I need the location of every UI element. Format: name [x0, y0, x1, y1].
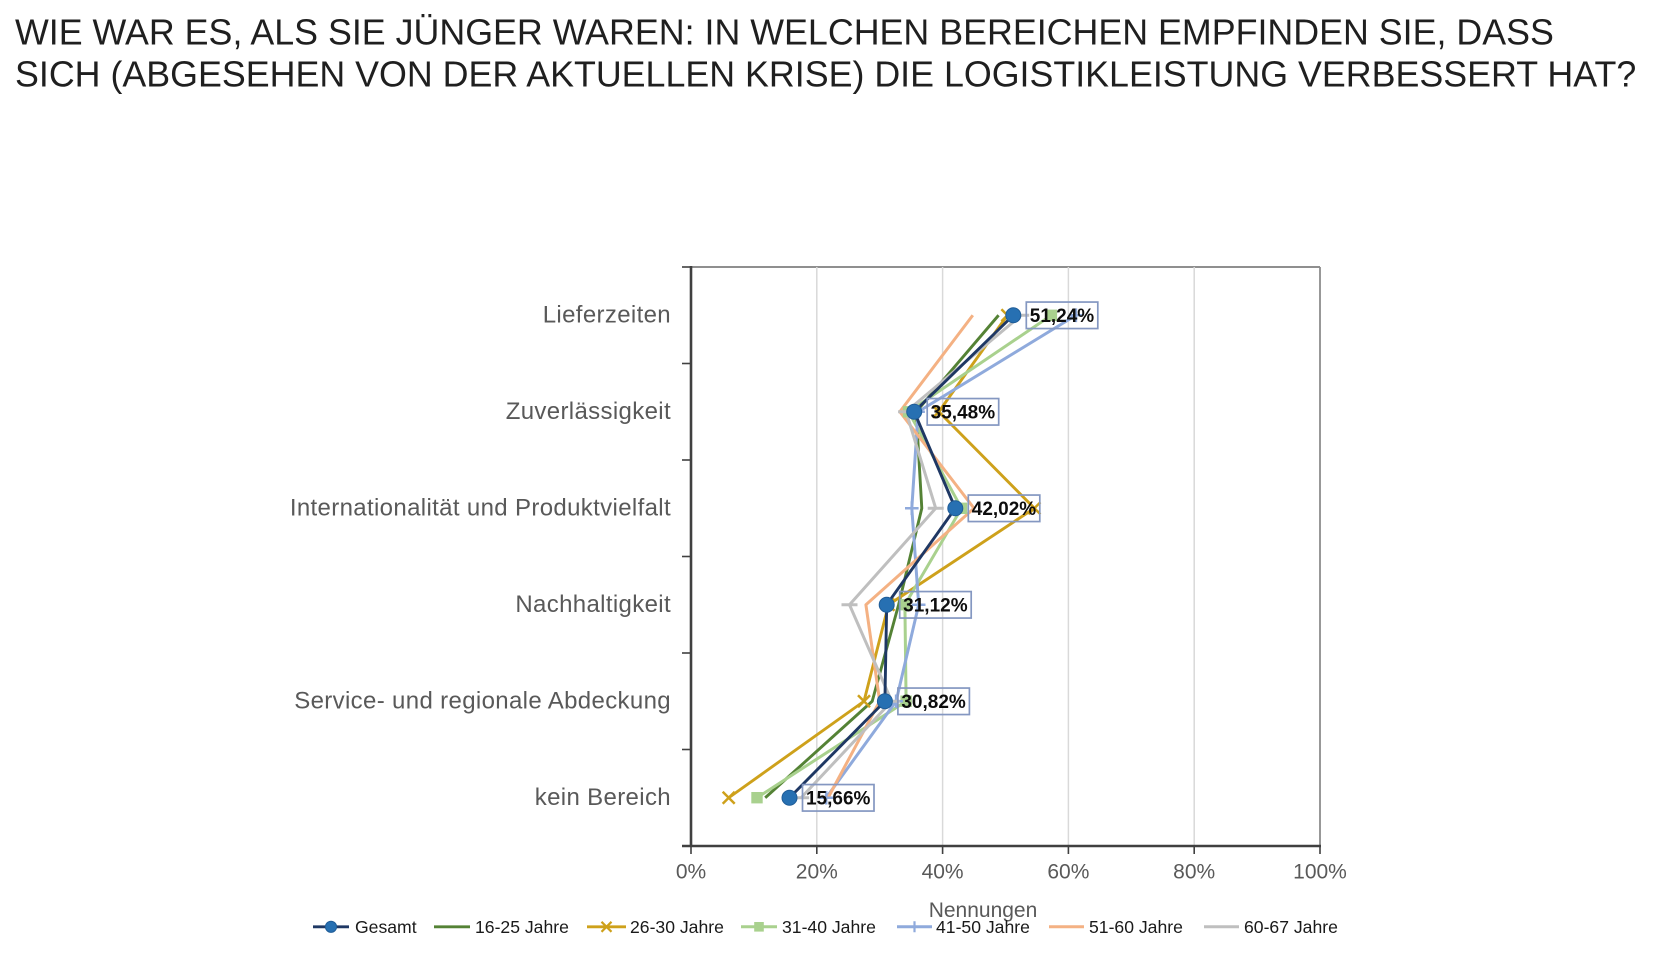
svg-text:30,82%: 30,82%	[901, 692, 966, 713]
svg-text:Nennungen: Nennungen	[929, 899, 1038, 922]
svg-text:60%: 60%	[1047, 861, 1089, 884]
svg-text:51,24%: 51,24%	[1030, 306, 1095, 327]
svg-text:SICH (ABGESEHEN VON DER AKTUEL: SICH (ABGESEHEN VON DER AKTUELLEN KRISE)…	[15, 55, 1636, 95]
svg-text:100%: 100%	[1293, 861, 1347, 884]
svg-text:WIE WAR ES, ALS SIE JÜNGER WAR: WIE WAR ES, ALS SIE JÜNGER WAREN: IN WEL…	[15, 13, 1554, 53]
svg-text:31-40 Jahre: 31-40 Jahre	[782, 917, 876, 937]
svg-text:20%: 20%	[796, 861, 838, 884]
svg-text:26-30 Jahre: 26-30 Jahre	[630, 917, 724, 937]
svg-text:51-60 Jahre: 51-60 Jahre	[1089, 917, 1183, 937]
svg-text:40%: 40%	[922, 861, 964, 884]
svg-text:Internationalität und Produktv: Internationalität und Produktvielfalt	[290, 494, 671, 521]
svg-text:35,48%: 35,48%	[931, 403, 996, 424]
svg-text:80%: 80%	[1173, 861, 1215, 884]
svg-text:16-25 Jahre: 16-25 Jahre	[475, 917, 569, 937]
svg-text:Service- und regionale Abdecku: Service- und regionale Abdeckung	[294, 687, 671, 714]
svg-text:Gesamt: Gesamt	[355, 917, 417, 937]
svg-text:41-50 Jahre: 41-50 Jahre	[936, 917, 1030, 937]
svg-text:Lieferzeiten: Lieferzeiten	[543, 301, 671, 328]
svg-text:0%: 0%	[676, 861, 706, 884]
svg-text:31,12%: 31,12%	[903, 596, 968, 617]
svg-text:kein Bereich: kein Bereich	[535, 784, 671, 811]
svg-text:Nachhaltigkeit: Nachhaltigkeit	[515, 591, 671, 618]
svg-text:42,02%: 42,02%	[972, 499, 1037, 520]
svg-text:15,66%: 15,66%	[806, 789, 871, 810]
svg-text:60-67 Jahre: 60-67 Jahre	[1244, 917, 1338, 937]
svg-text:Zuverlässigkeit: Zuverlässigkeit	[506, 398, 671, 425]
